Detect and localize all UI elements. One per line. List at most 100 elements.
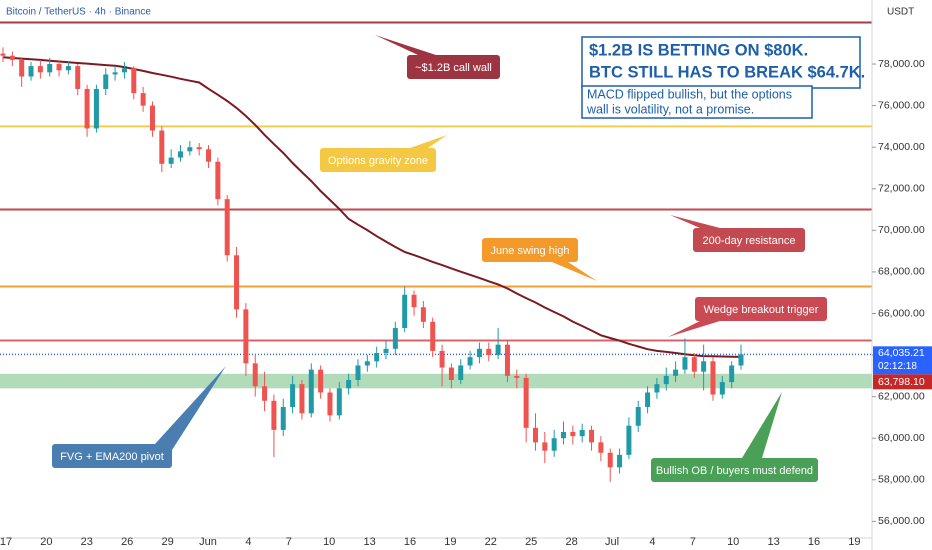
- y-tick-label: 56,000.00: [878, 515, 925, 527]
- annotation-pointer: [668, 321, 720, 337]
- candle-body: [617, 454, 623, 468]
- annotation-pointer: [155, 366, 226, 450]
- x-tick-label: 17: [0, 536, 12, 548]
- candle-body: [215, 161, 221, 200]
- x-tick-label: 13: [363, 536, 375, 548]
- candle-body: [346, 380, 352, 389]
- subtitle-line: MACD flipped bullish, but the options: [587, 87, 792, 101]
- candle-body: [103, 74, 109, 89]
- x-tick-label: 4: [245, 536, 251, 548]
- candle-body: [476, 348, 482, 358]
- subtitle-box: [581, 85, 813, 119]
- candle-body: [364, 361, 370, 366]
- y-tick-label: 78,000.00: [878, 58, 925, 70]
- candle-body: [542, 442, 548, 451]
- candle-body: [19, 59, 25, 77]
- candle-body: [280, 407, 286, 430]
- last-price-label: 64,035.21: [878, 347, 925, 359]
- x-tick-label: 25: [525, 536, 537, 548]
- candle-body: [551, 438, 557, 451]
- candle-body: [523, 377, 529, 428]
- candle-body: [682, 357, 688, 370]
- annotation-box: [693, 228, 805, 252]
- candle-body: [626, 425, 632, 455]
- candle-body: [663, 375, 669, 385]
- candle-body: [131, 68, 137, 94]
- candle-body: [187, 147, 193, 152]
- candle-body: [28, 66, 34, 77]
- y-tick-label: 68,000.00: [878, 266, 925, 278]
- x-tick-label: 10: [323, 536, 335, 548]
- x-tick-label: 28: [565, 536, 577, 548]
- candle-body: [234, 255, 240, 310]
- candle-body: [607, 452, 613, 468]
- candle-body: [589, 429, 595, 443]
- candle-body: [262, 386, 268, 401]
- annotation-box: [320, 148, 436, 172]
- candle-body: [738, 354, 744, 366]
- x-tick-label: 26: [121, 536, 133, 548]
- candle-body: [168, 157, 174, 164]
- annotation-box: [482, 238, 578, 262]
- candle-body: [598, 442, 604, 453]
- candle-body: [243, 309, 249, 364]
- candle-body: [299, 384, 305, 414]
- candle-body: [504, 344, 510, 376]
- symbol-header: Bitcoin / TetherUS · 4h · Binance: [6, 7, 151, 18]
- x-tick-label: 22: [485, 536, 497, 548]
- candle-body: [458, 365, 464, 381]
- annotation-text: ~$1.2B call wall: [415, 62, 492, 74]
- annotation-box: [695, 297, 827, 321]
- candle-body: [290, 384, 296, 408]
- annotation-text: Options gravity zone: [328, 155, 428, 167]
- x-tick-label: 16: [808, 536, 820, 548]
- candle-body: [654, 384, 660, 393]
- annotation-text: June swing high: [491, 245, 570, 257]
- annotation-box: [52, 444, 172, 468]
- candle-body: [673, 369, 679, 376]
- y-tick-label: 66,000.00: [878, 307, 925, 319]
- candle-body: [486, 348, 492, 356]
- annotation-text: Wedge breakout trigger: [704, 304, 819, 316]
- candle-body: [701, 361, 707, 372]
- candle-body: [327, 392, 333, 416]
- candle-body: [374, 352, 380, 362]
- y-tick-label: 62,000.00: [878, 390, 925, 402]
- second-price-box: [873, 374, 932, 390]
- candle-body: [177, 151, 183, 158]
- candle-body: [448, 367, 454, 381]
- x-tick-label: 23: [81, 536, 93, 548]
- y-tick-label: 58,000.00: [878, 474, 925, 486]
- annotation-pointer: [742, 392, 782, 458]
- candle-body: [0, 53, 6, 56]
- candle-body: [159, 130, 165, 164]
- x-tick-label: Jul: [605, 536, 619, 548]
- candle-body: [196, 147, 202, 150]
- x-tick-label: Jun: [199, 536, 217, 548]
- candle-body: [570, 431, 576, 437]
- annotation-pointer: [410, 135, 447, 148]
- candle-body: [84, 88, 90, 129]
- annotation-pointer: [375, 35, 436, 55]
- candle-body: [383, 348, 389, 353]
- x-tick-label: 19: [848, 536, 860, 548]
- candle-body: [271, 400, 277, 430]
- candle-body: [439, 350, 445, 368]
- candle-body: [149, 105, 155, 131]
- candle-body: [75, 66, 81, 89]
- y-tick-label: 76,000.00: [878, 99, 925, 111]
- candle-body: [691, 357, 697, 372]
- candle-body: [729, 365, 735, 383]
- x-tick-label: 29: [161, 536, 173, 548]
- candle-body: [635, 407, 641, 426]
- y-tick-label: 72,000.00: [878, 183, 925, 195]
- ema-line: [2, 56, 742, 358]
- x-tick-label: 16: [404, 536, 416, 548]
- title-line: BTC STILL HAS TO BREAK $64.7K.: [589, 63, 865, 81]
- candle-body: [645, 392, 651, 408]
- candle-body: [9, 55, 15, 60]
- annotation-text: Bullish OB / buyers must defend: [656, 465, 813, 477]
- y-tick-label: 70,000.00: [878, 224, 925, 236]
- countdown: 02:12:18: [878, 361, 917, 372]
- candle-body: [402, 294, 408, 329]
